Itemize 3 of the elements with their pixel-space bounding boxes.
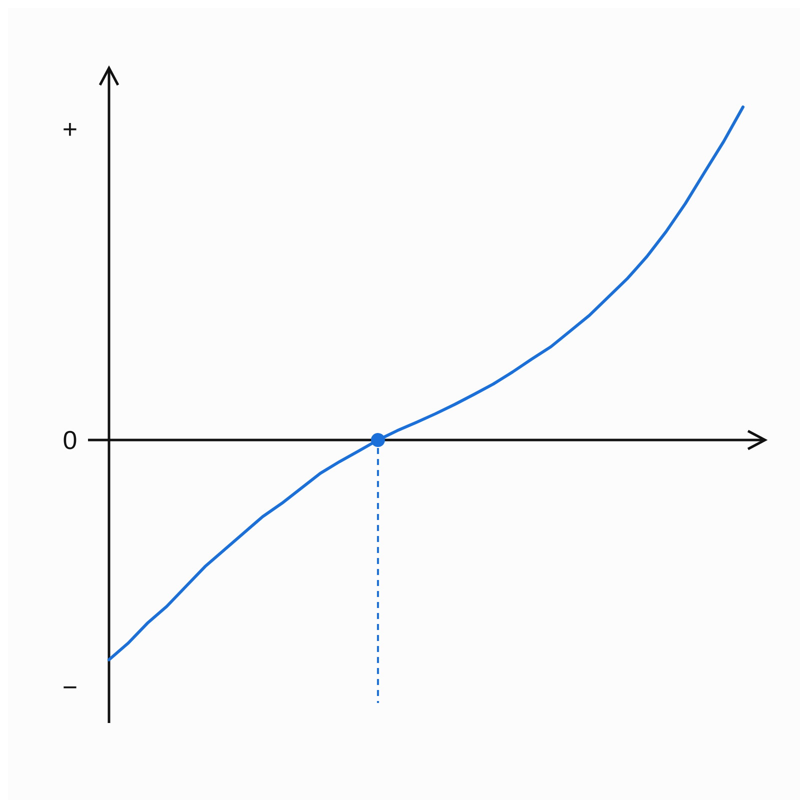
text: − [62,672,78,702]
text: 0 [62,425,78,455]
text: + [62,114,78,144]
